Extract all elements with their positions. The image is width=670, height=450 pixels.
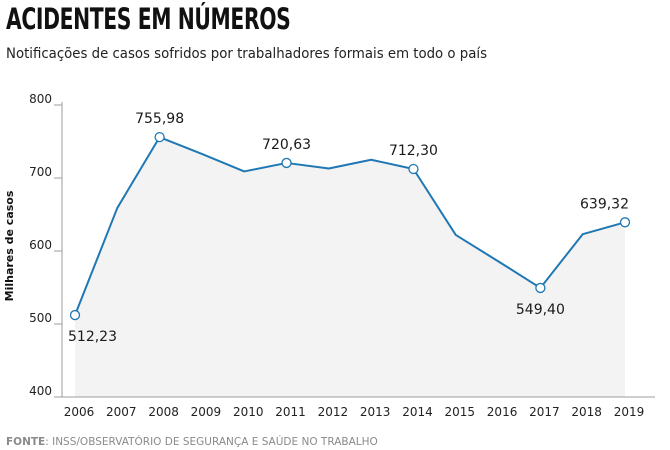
chart-area: 400 500 600 700 800 Milhares de casos 2006 2007… xyxy=(0,88,670,428)
data-label: 712,30 xyxy=(389,143,438,159)
x-tick-label: 2016 xyxy=(487,405,518,419)
y-tick-label: 800 xyxy=(29,92,52,106)
source-note: FONTE: INSS/OBSERVATÓRIO DE SEGURANÇA E … xyxy=(6,436,378,448)
x-tick-label: 2011 xyxy=(275,405,306,419)
area-fill xyxy=(75,137,625,398)
x-tick-label: 2018 xyxy=(571,405,602,419)
source-text: : INSS/OBSERVATÓRIO DE SEGURANÇA E SAÚDE… xyxy=(45,436,378,448)
x-tick-label: 2015 xyxy=(444,405,475,419)
y-tick-label: 400 xyxy=(29,384,52,398)
chart-title: ACIDENTES EM NÚMEROS xyxy=(6,2,291,36)
data-label: 755,98 xyxy=(135,111,184,127)
y-tick-label: 700 xyxy=(29,165,52,179)
data-label: 639,32 xyxy=(580,196,629,212)
chart-subtitle: Notificações de casos sofridos por traba… xyxy=(6,46,488,62)
data-point-marker xyxy=(281,157,292,169)
data-point-marker xyxy=(154,131,165,143)
data-label: 720,63 xyxy=(262,137,311,153)
series-line xyxy=(74,136,626,316)
x-tick-label: 2008 xyxy=(148,405,179,419)
line-chart: 400 500 600 700 800 Milhares de casos 2006 2007… xyxy=(3,92,655,419)
x-tick-label: 2012 xyxy=(318,405,349,419)
data-point-marker xyxy=(619,217,631,228)
data-point-marker xyxy=(535,282,546,294)
x-tick-label: 2014 xyxy=(402,405,433,419)
y-tick-label: 600 xyxy=(29,238,52,252)
x-tick-label: 2017 xyxy=(529,405,560,419)
source-label: FONTE xyxy=(6,436,46,448)
data-label: 512,23 xyxy=(68,329,117,345)
y-tick-label: 500 xyxy=(29,311,52,325)
x-tick-label: 2019 xyxy=(614,405,645,419)
x-tick-label: 2010 xyxy=(233,405,264,419)
data-point-marker xyxy=(408,163,419,175)
x-tick-label: 2009 xyxy=(191,405,222,419)
x-tick-label: 2006 xyxy=(64,405,95,419)
y-axis-title: Milhares de casos xyxy=(3,190,16,301)
x-tick-label: 2013 xyxy=(360,405,391,419)
x-tick-label: 2007 xyxy=(106,405,137,419)
data-point-marker xyxy=(69,309,81,321)
data-label: 549,40 xyxy=(516,302,565,318)
